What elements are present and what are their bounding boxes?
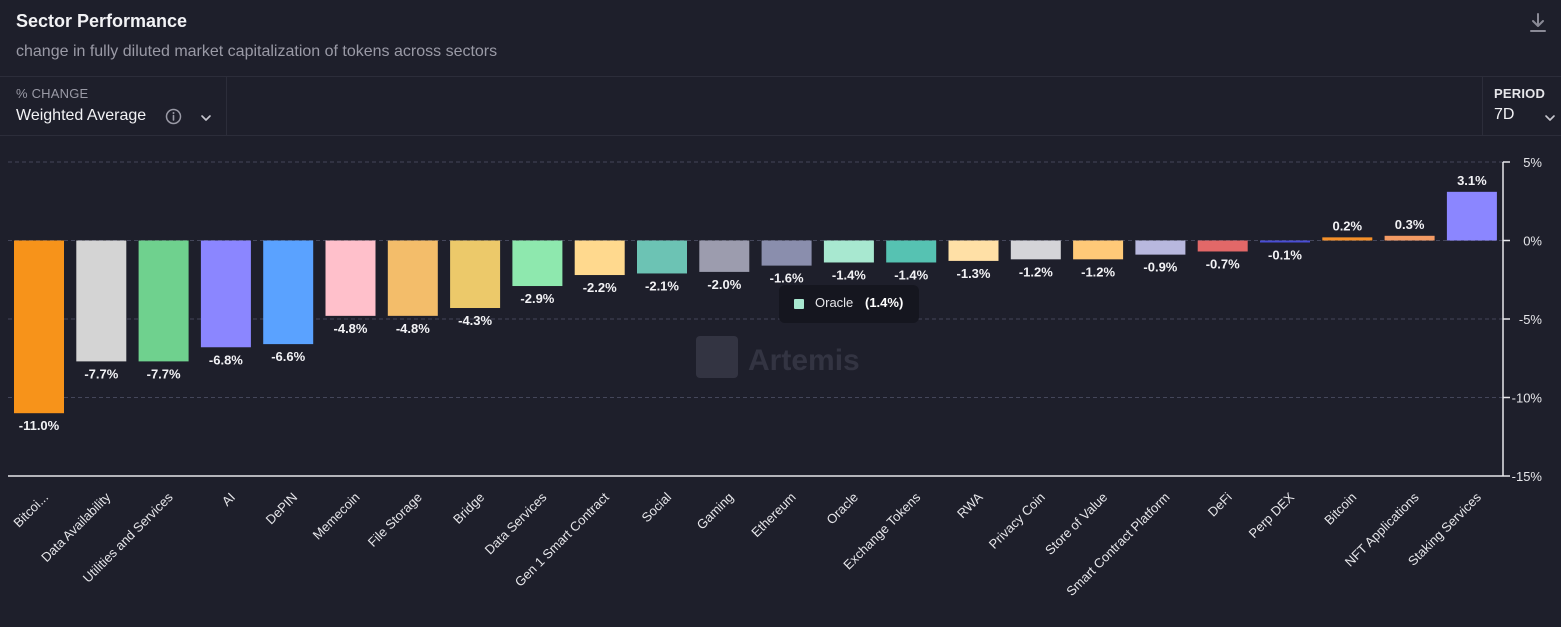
y-tick-label: 0%	[1523, 234, 1542, 249]
chart-header: Sector Performance change in fully dilut…	[0, 0, 1561, 77]
category-label: Gaming	[694, 490, 737, 533]
bar	[1135, 240, 1186, 255]
data-label: -4.8%	[334, 321, 368, 336]
data-label: -0.1%	[1268, 248, 1302, 263]
bar	[325, 240, 376, 316]
category-label: Store of Value	[1042, 490, 1110, 558]
bar	[699, 240, 750, 272]
bar	[886, 240, 937, 263]
bar	[1384, 235, 1435, 241]
bar	[450, 240, 501, 309]
data-label: 3.1%	[1457, 173, 1487, 188]
category-label: File Storage	[365, 490, 425, 550]
download-icon[interactable]	[1528, 12, 1548, 34]
bar	[200, 240, 251, 348]
category-label: Perp DEX	[1246, 489, 1298, 541]
bar	[1073, 240, 1124, 260]
bar	[1197, 240, 1248, 252]
tooltip-name: Oracle	[815, 295, 854, 310]
data-label: -6.6%	[271, 349, 305, 364]
period-dropdown[interactable]: PERIOD 7D	[1482, 76, 1561, 135]
category-label: AI	[219, 490, 238, 509]
tooltip-swatch	[794, 299, 804, 309]
chart-controls: % CHANGE Weighted Average PERIOD 7D	[0, 76, 1561, 136]
category-label: RWA	[954, 489, 986, 521]
category-label: DeFi	[1205, 489, 1235, 519]
data-label: -1.2%	[1081, 264, 1115, 279]
category-label: Privacy Coin	[986, 490, 1048, 552]
data-label: -1.2%	[1019, 264, 1053, 279]
data-label: -2.9%	[520, 291, 554, 306]
data-label: -0.9%	[1143, 260, 1177, 275]
data-label: -11.0%	[19, 418, 60, 433]
bar	[1322, 237, 1373, 241]
tooltip: Oracle (1.4%)	[779, 285, 919, 323]
chevron-down-icon	[1544, 110, 1556, 128]
data-label: -2.2%	[583, 280, 617, 295]
chart-title: Sector Performance	[16, 11, 188, 31]
metric-value: Weighted Average	[16, 107, 147, 124]
period-label: PERIOD	[1494, 86, 1546, 101]
bar	[14, 240, 64, 414]
bar	[138, 240, 189, 362]
chevron-down-icon	[200, 110, 212, 128]
chart-subtitle: change in fully diluted market capitaliz…	[16, 43, 498, 60]
data-label: -1.3%	[957, 266, 991, 281]
metric-label: % CHANGE	[16, 86, 89, 101]
category-label: Oracle	[823, 490, 861, 528]
data-label: -4.8%	[396, 321, 430, 336]
category-label: DePIN	[263, 490, 301, 528]
artemis-logo-icon	[696, 336, 738, 378]
bar	[1446, 191, 1497, 241]
category-label: Bitcoi...	[10, 490, 51, 531]
y-tick-label: -5%	[1519, 312, 1543, 327]
data-label: -1.4%	[832, 267, 866, 282]
data-label: -7.7%	[147, 366, 181, 381]
y-tick-label: 5%	[1523, 155, 1542, 170]
category-label: Ethereum	[748, 490, 798, 540]
data-label: -7.7%	[84, 366, 118, 381]
category-label: Bridge	[450, 490, 487, 527]
category-label: Social	[638, 489, 674, 525]
metric-dropdown[interactable]: % CHANGE Weighted Average	[0, 76, 227, 135]
bar	[76, 240, 127, 362]
data-label: -0.7%	[1206, 256, 1240, 271]
data-label: 0.3%	[1395, 217, 1425, 232]
bar	[637, 240, 687, 274]
bar	[1010, 240, 1061, 260]
watermark: Artemis	[696, 336, 860, 378]
category-label: Bitcoin	[1321, 490, 1359, 528]
data-label: -1.4%	[894, 267, 928, 282]
data-label: -4.3%	[458, 313, 492, 328]
period-value: 7D	[1494, 106, 1515, 123]
y-tick-label: -15%	[1512, 469, 1543, 484]
tooltip-value: (1.4%)	[865, 295, 904, 310]
data-label: -1.6%	[770, 271, 804, 286]
data-label: -2.0%	[707, 277, 741, 292]
bar	[263, 240, 314, 345]
info-icon[interactable]	[165, 108, 182, 130]
bar	[512, 240, 563, 287]
data-label: -2.1%	[645, 278, 679, 293]
category-label: Data Services	[482, 489, 550, 557]
watermark-text: Artemis	[748, 344, 860, 377]
data-label: 0.2%	[1332, 218, 1362, 233]
bar	[761, 240, 812, 266]
bar	[574, 240, 625, 276]
category-label: Smart Contract Platform	[1063, 490, 1172, 599]
y-tick-label: -10%	[1512, 391, 1543, 406]
bar	[823, 240, 874, 263]
category-label: Memecoin	[310, 490, 363, 543]
data-label: -6.8%	[209, 352, 243, 367]
bar	[1260, 240, 1310, 243]
bar-chart: Artemis-11.0%Bitcoi...-7.7%Data Availabi…	[8, 155, 1543, 599]
bar	[387, 240, 438, 316]
bar	[948, 240, 999, 261]
